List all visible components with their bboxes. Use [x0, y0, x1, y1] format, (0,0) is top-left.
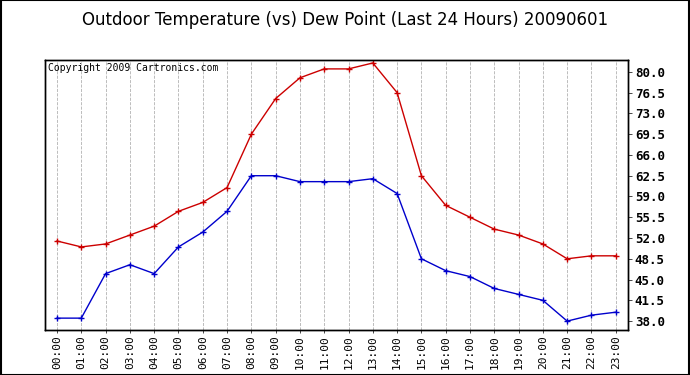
Text: Copyright 2009 Cartronics.com: Copyright 2009 Cartronics.com [48, 63, 218, 73]
Text: Outdoor Temperature (vs) Dew Point (Last 24 Hours) 20090601: Outdoor Temperature (vs) Dew Point (Last… [82, 11, 608, 29]
